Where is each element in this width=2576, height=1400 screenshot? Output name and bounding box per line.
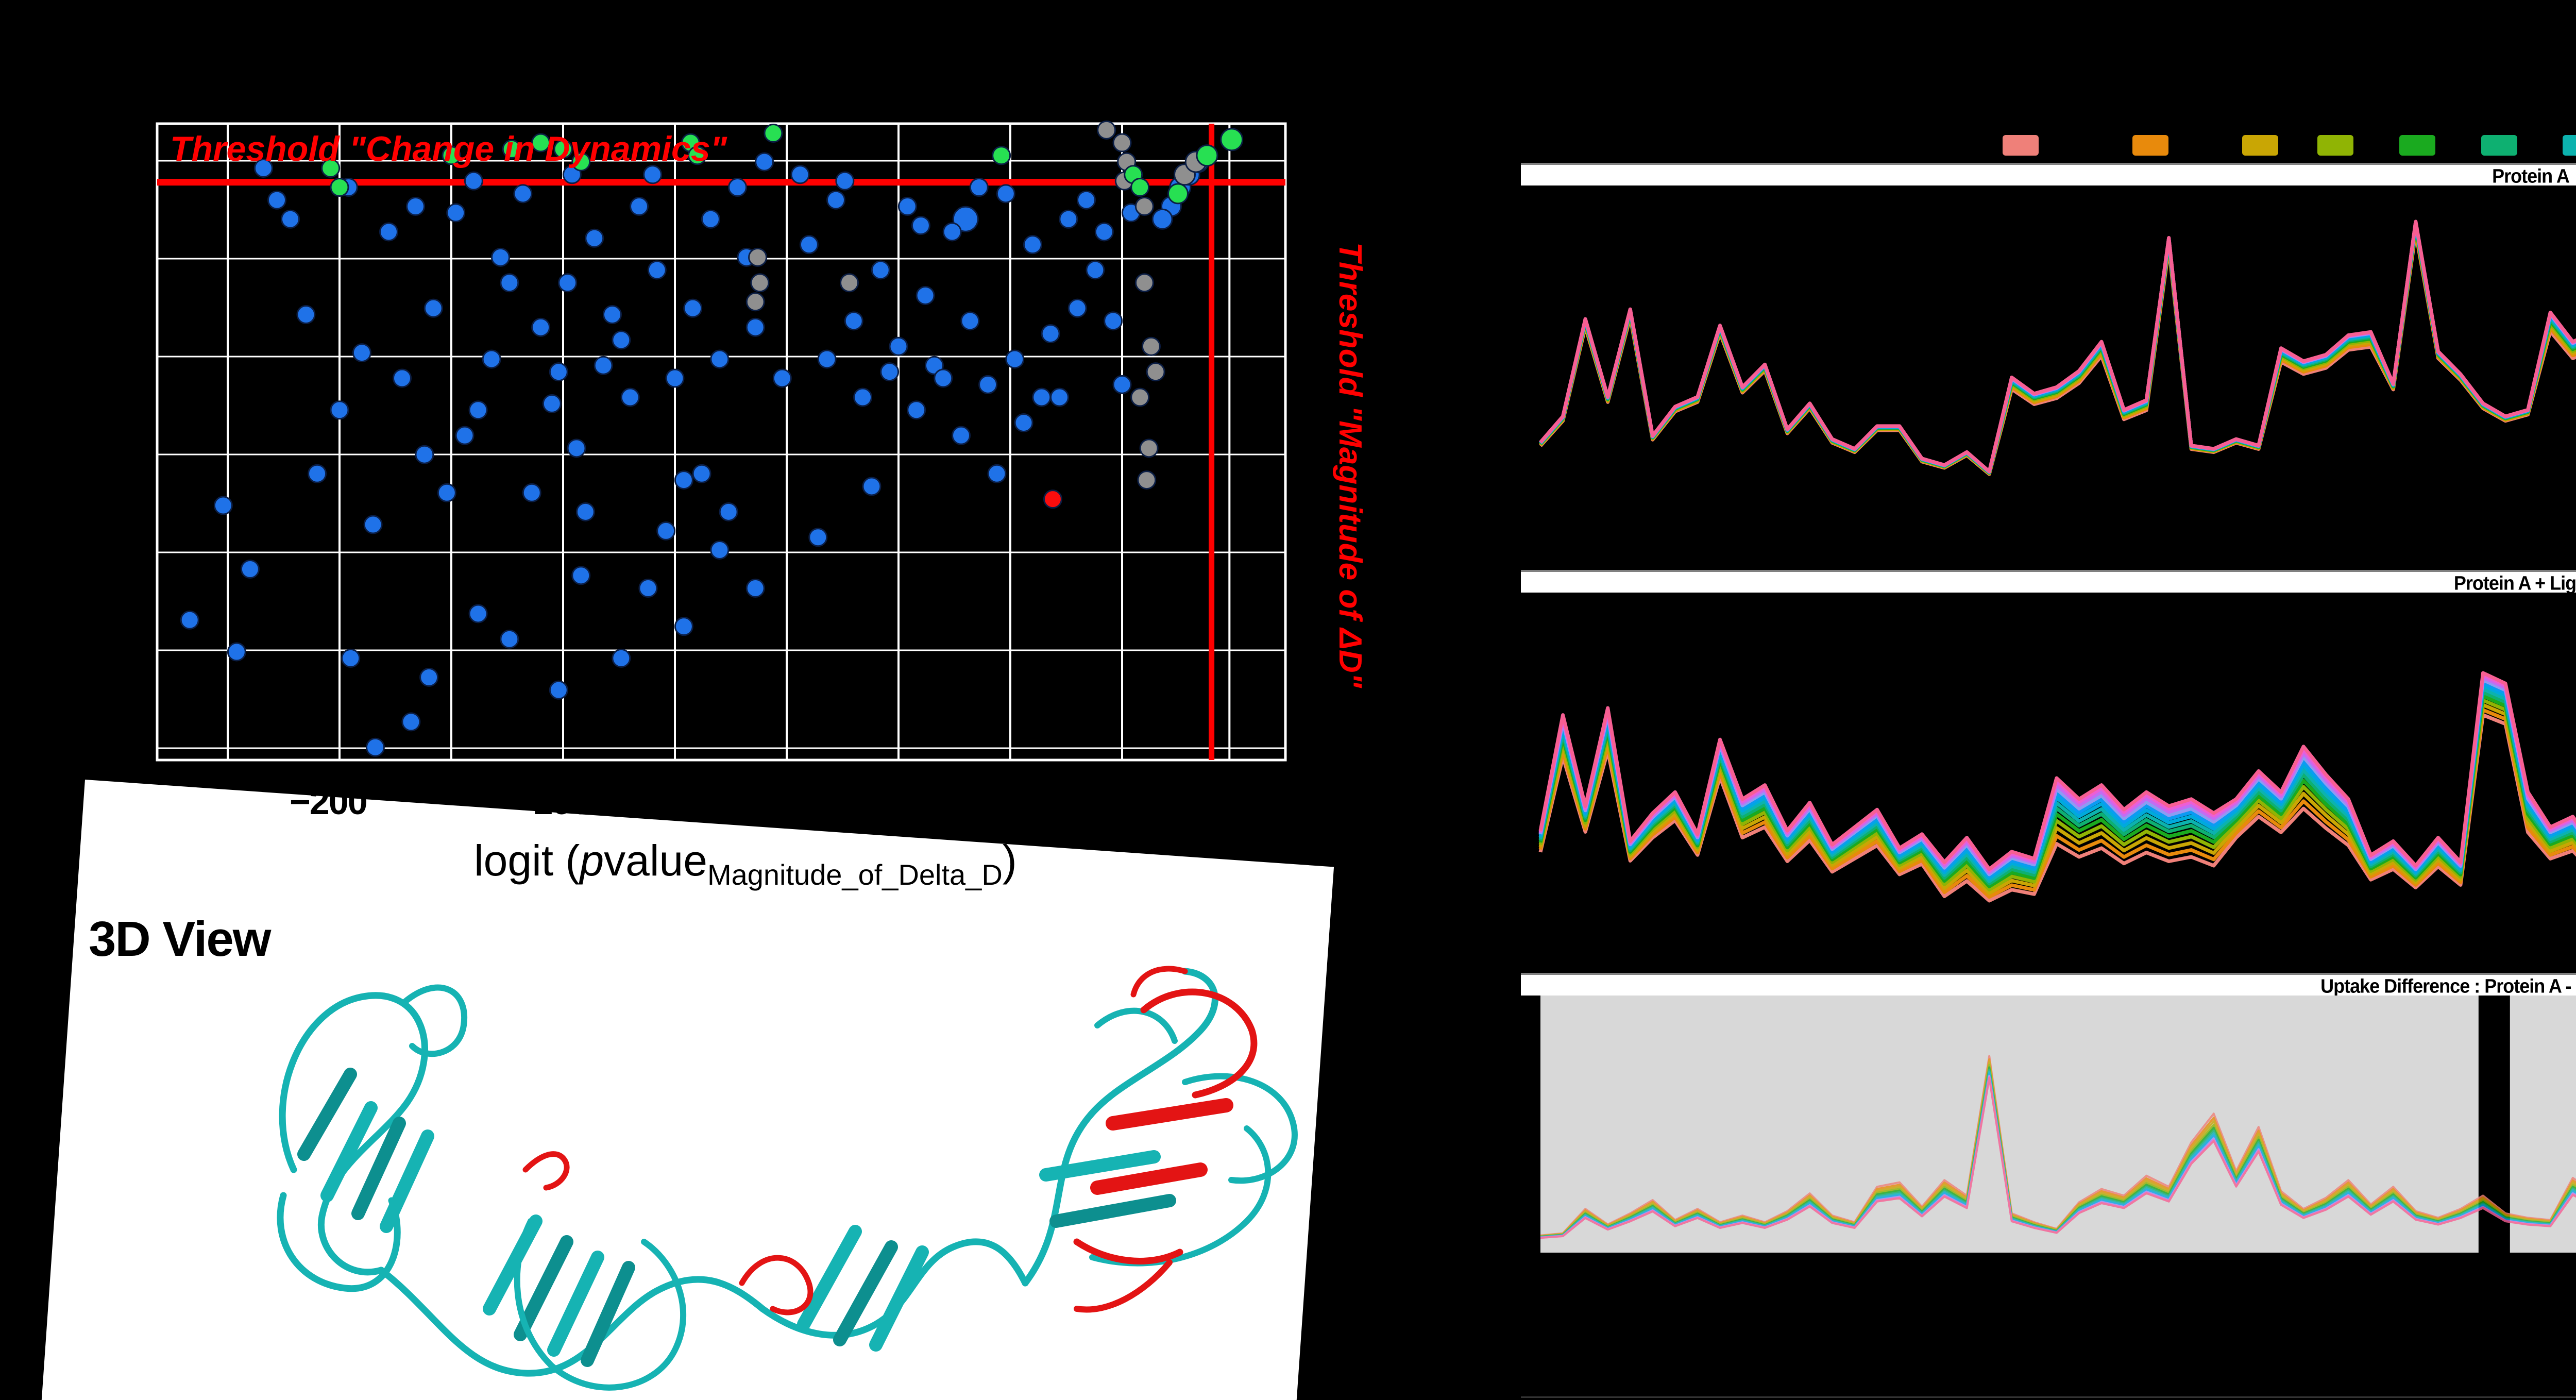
scatter-series-red <box>1043 490 1062 509</box>
panel-title: Protein A <box>2492 164 2570 187</box>
uptake-lines-protein-a <box>1539 220 2576 476</box>
threshold-label-change-in-dynamics: Threshold "Change in Dynamics" <box>170 129 727 168</box>
threshold-label-magnitude: Threshold "Magnitude of ΔD" <box>1332 242 1368 689</box>
uptake-lines-protein-a-ligand <box>1538 671 2576 903</box>
panel-title: Uptake Difference : Protein A - (Protein… <box>2320 974 2576 997</box>
legend-swatch-1[interactable] <box>2003 135 2039 156</box>
legend-swatch-3[interactable] <box>2242 135 2278 156</box>
scatter-series-green <box>321 124 1244 205</box>
volcano-plot[interactable]: Threshold "Change in Dynamics" Threshold … <box>0 0 1443 927</box>
x-tick-minus-100: −100 <box>513 782 591 822</box>
legend-swatch-7[interactable] <box>2563 135 2576 156</box>
titlebar-protein-a-ligand: Protein A + Ligand <box>1521 570 2576 594</box>
legend-swatch-6[interactable] <box>2481 135 2517 156</box>
scatter-series-blue <box>180 144 1218 757</box>
3d-view-title: 3D View <box>89 912 271 967</box>
protein-structure-viewport[interactable] <box>222 953 1355 1400</box>
ribbon-red-highlights <box>522 966 1258 1315</box>
legend-swatch-2[interactable] <box>2132 135 2168 156</box>
legend-swatch-4[interactable] <box>2317 135 2353 156</box>
titlebar-uptake-difference: Uptake Difference : Protein A - (Protein… <box>1521 973 2576 997</box>
legend-swatch-5[interactable] <box>2399 135 2435 156</box>
panel-title: Protein A + Ligand <box>2453 571 2576 594</box>
x-axis-label: logit (pvalueMagnitude_of_Delta_D) <box>474 836 1017 891</box>
x-tick-minus-200: −200 <box>290 782 368 822</box>
uptake-lines-uptake-difference <box>1540 1055 2576 1239</box>
ribbon-teal <box>277 968 1298 1391</box>
titlebar-protein-a: Protein A <box>1521 163 2576 187</box>
window-bottom-edge <box>1521 1396 2576 1398</box>
